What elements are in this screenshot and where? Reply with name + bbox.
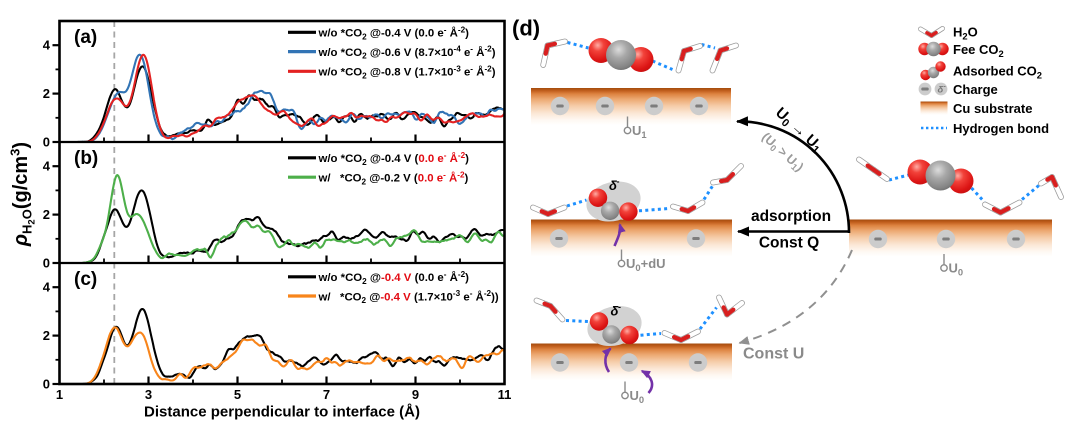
svg-text:w/o *CO2 @-0.6 V (8.7×10-4 e-: w/o *CO2 @-0.6 V (8.7×10-4 e- Å-2) [318, 45, 496, 61]
svg-text:0: 0 [43, 377, 50, 392]
svg-text:U0: U0 [949, 261, 964, 278]
svg-text:(c): (c) [74, 269, 97, 290]
svg-text:-: - [617, 177, 620, 187]
svg-text:H2O: H2O [953, 25, 978, 42]
svg-text:(b): (b) [74, 148, 98, 169]
svg-text:7: 7 [323, 387, 330, 402]
svg-text:2: 2 [43, 86, 50, 101]
svg-text:(a): (a) [74, 27, 97, 48]
svg-text:w/o *CO2 @-0.4 V (0.0 e- Å-2): w/o *CO2 @-0.4 V (0.0 e- Å-2) [318, 151, 470, 167]
svg-text:4: 4 [43, 280, 51, 295]
svg-text:-: - [944, 84, 947, 91]
svg-text:9: 9 [412, 387, 419, 402]
svg-text:Distance perpendicular to inte: Distance perpendicular to interface (Å) [144, 404, 420, 421]
svg-text:Const U: Const U [743, 346, 804, 363]
svg-text:11: 11 [498, 387, 512, 402]
svg-text:Adsorbed CO2: Adsorbed CO2 [953, 63, 1042, 80]
svg-text:U0: U0 [630, 388, 645, 405]
svg-text:adsorption: adsorption [751, 208, 831, 225]
svg-text:Cu substrate: Cu substrate [953, 101, 1032, 116]
svg-text:w/ *CO2 @-0.2 V (0.0 e- Å-2): w/ *CO2 @-0.2 V (0.0 e- Å-2) [318, 170, 469, 186]
svg-text:2: 2 [43, 207, 50, 222]
svg-text:Charge: Charge [953, 82, 998, 97]
svg-text:0: 0 [43, 135, 50, 150]
svg-text:w/o *CO2 @-0.4 V (0.0 e- Å-2): w/o *CO2 @-0.4 V (0.0 e- Å-2) [318, 25, 470, 41]
svg-text:Fee CO2: Fee CO2 [953, 42, 1004, 59]
svg-text:0: 0 [43, 256, 50, 271]
svg-text:4: 4 [43, 159, 51, 174]
svg-text:4: 4 [43, 38, 51, 53]
svg-text:U0+dU: U0+dU [626, 256, 666, 273]
svg-text:5: 5 [234, 387, 241, 402]
svg-text:-: - [618, 302, 621, 312]
svg-text:2: 2 [43, 328, 50, 343]
svg-text:(d): (d) [512, 16, 540, 41]
svg-text:1: 1 [56, 387, 63, 402]
svg-text:ρH2O(g/cm3): ρH2O(g/cm3) [8, 142, 38, 247]
svg-text:Const Q: Const Q [759, 235, 819, 252]
svg-text:Hydrogen bond: Hydrogen bond [953, 121, 1049, 136]
svg-text:U1: U1 [632, 123, 647, 140]
svg-text:3: 3 [145, 387, 152, 402]
svg-text:δ: δ [609, 178, 617, 193]
svg-text:δ: δ [938, 85, 944, 96]
svg-text:w/o *CO2 @-0.8 V (1.7×10-3 e-: w/o *CO2 @-0.8 V (1.7×10-3 e- Å-2) [318, 64, 496, 80]
svg-text:w/ *CO2 @-0.4 V (1.7×10-3 e-: w/ *CO2 @-0.4 V (1.7×10-3 e- Å-2)) [318, 289, 499, 305]
svg-text:w/o *CO2 @-0.4 V (0.0 e- Å-2): w/o *CO2 @-0.4 V (0.0 e- Å-2) [318, 270, 470, 286]
svg-text:δ: δ [611, 304, 619, 319]
